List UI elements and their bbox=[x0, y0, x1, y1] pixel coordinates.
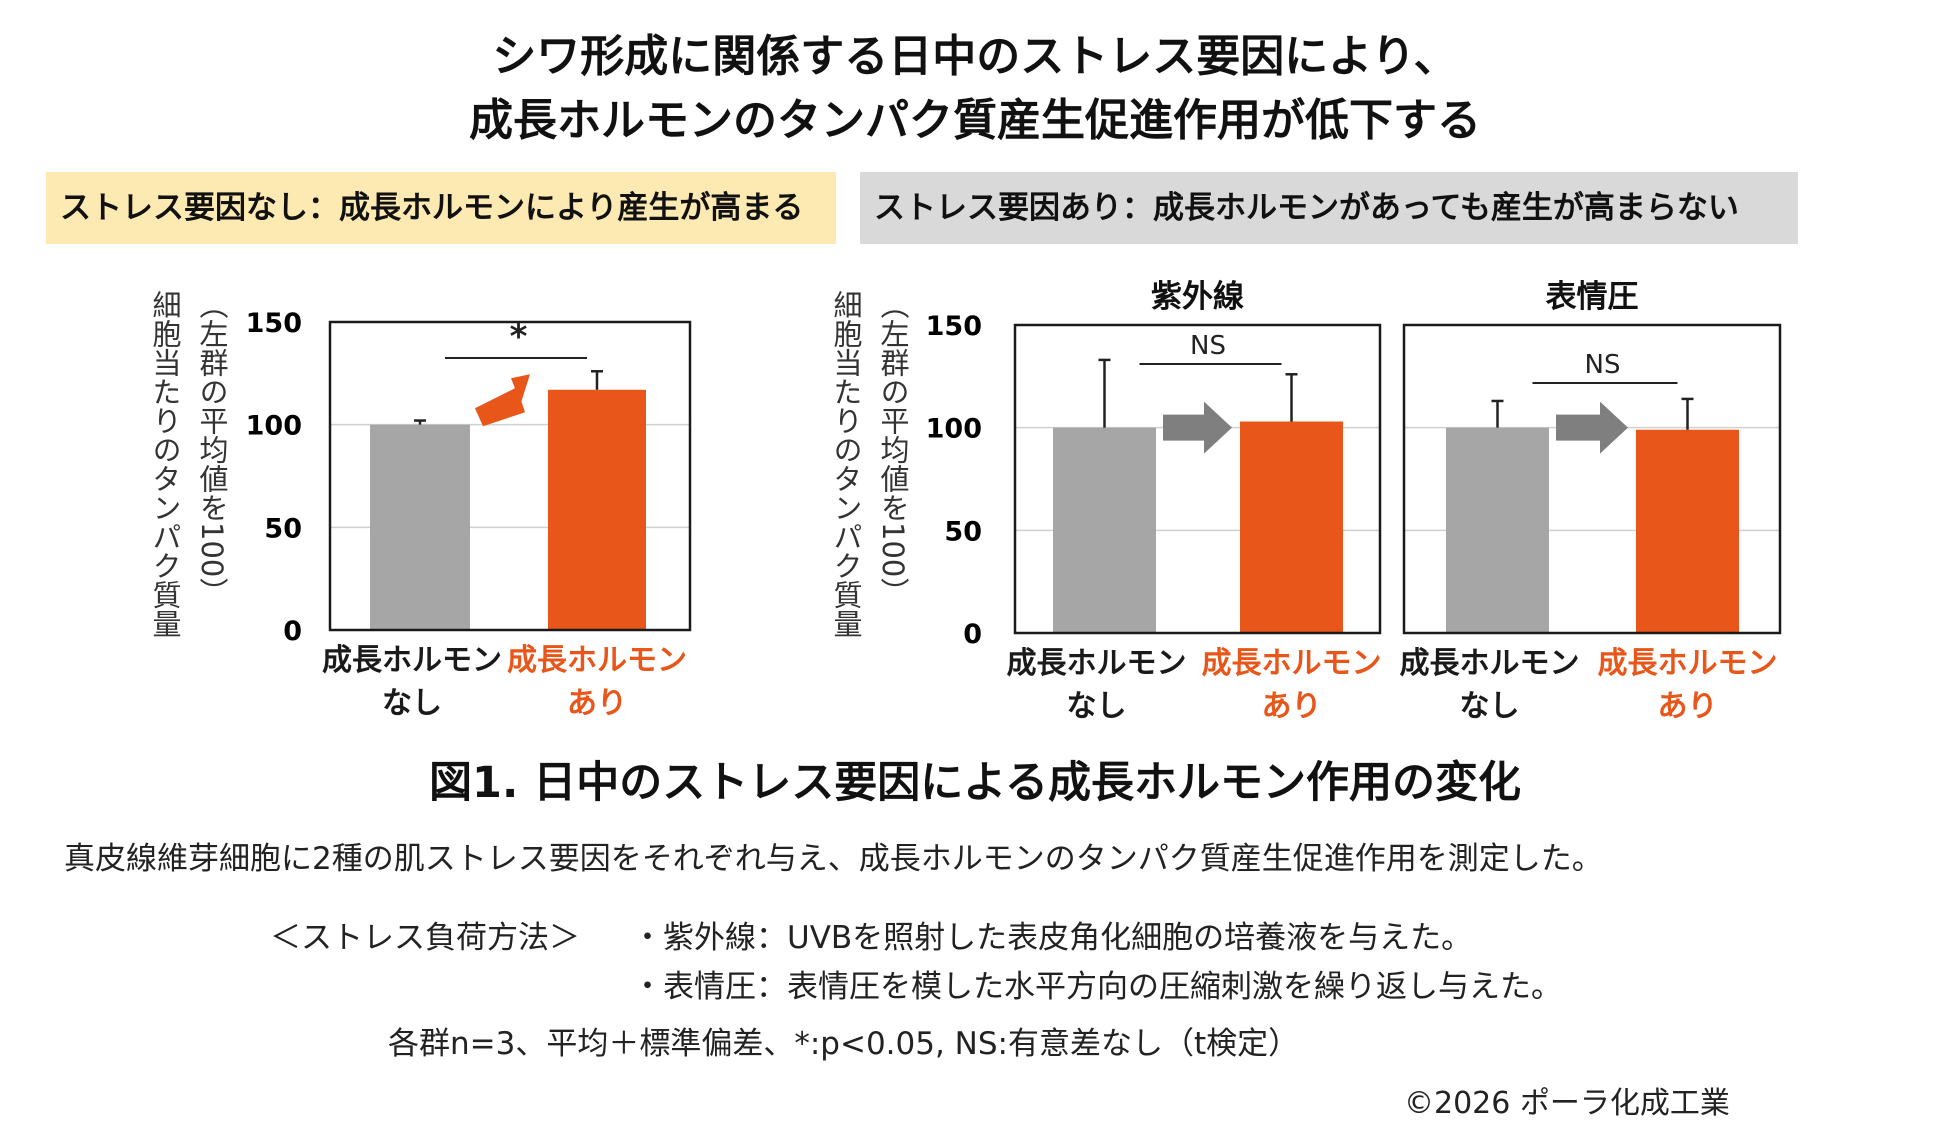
plot-frame bbox=[328, 320, 692, 632]
y-tick-label: 0 bbox=[963, 619, 982, 650]
y-axis-label: （左群の平均値を100） bbox=[876, 290, 910, 606]
description-text: 真皮線維芽細胞に2種の肌ストレス要因をそれぞれ与え、成長ホルモンのタンパク質産生… bbox=[64, 841, 1603, 877]
category-label: なし bbox=[382, 686, 442, 721]
chart-1: 0 50 100 150 細胞当たりのタンパク質量 （左群の平均値を100） * 成長ホルモン… bbox=[148, 290, 692, 721]
bar-control bbox=[370, 424, 470, 630]
category-label: 成長ホルモン bbox=[322, 643, 502, 678]
bar-charts: 0 50 100 150 細胞当たりのタンパク質量 （左群の平均値を100） * 成長ホルモン… bbox=[148, 279, 1782, 724]
plot-frame bbox=[1402, 323, 1782, 635]
category-label: なし bbox=[1067, 689, 1127, 724]
category-label: 成長ホルモン bbox=[1007, 646, 1187, 681]
category-label: あり bbox=[567, 686, 627, 721]
significance-label: * bbox=[510, 317, 528, 357]
y-tick-label: 50 bbox=[944, 516, 982, 547]
y-tick-label: 50 bbox=[264, 513, 302, 544]
bar-treated bbox=[1636, 429, 1739, 633]
bar-control bbox=[1053, 427, 1156, 633]
chart-2: 0 50 100 150 細胞当たりのタンパク質量 （左群の平均値を100） 紫外線 NS 成長… bbox=[829, 279, 1382, 724]
category-label: 成長ホルモン bbox=[1202, 646, 1382, 681]
stats-note: 各群n=3、平均＋標準偏差、*:p<0.05, NS:有意差なし（t検定） bbox=[388, 1026, 1300, 1062]
y-axis-label: 細胞当たりのタンパク質量 bbox=[829, 290, 863, 638]
category-label: あり bbox=[1262, 689, 1322, 724]
plot-frame bbox=[1013, 323, 1382, 635]
figure-caption: 図1. 日中のストレス要因による成長ホルモン作用の変化 bbox=[429, 758, 1521, 808]
y-tick-label: 100 bbox=[246, 411, 302, 442]
copyright-text: ©2026 ポーラ化成工業 bbox=[1404, 1086, 1730, 1121]
category-label: あり bbox=[1658, 689, 1718, 724]
method-item-pressure: ・表情圧：表情圧を模した水平方向の圧縮刺激を繰り返し与えた。 bbox=[632, 969, 1562, 1005]
category-label: なし bbox=[1460, 689, 1520, 724]
title-line-2: 成長ホルモンのタンパク質産生促進作用が低下する bbox=[469, 95, 1481, 146]
y-tick-label: 150 bbox=[246, 308, 302, 339]
bar-treated bbox=[548, 389, 646, 630]
category-label: 成長ホルモン bbox=[1400, 646, 1580, 681]
bar-control bbox=[1446, 427, 1549, 633]
significance-label: NS bbox=[1190, 331, 1226, 361]
y-axis-label: 細胞当たりのタンパク質量 bbox=[148, 290, 182, 638]
increase-arrow bbox=[475, 374, 530, 427]
no-change-arrow bbox=[1163, 401, 1232, 454]
method-item-uv: ・紫外線：UVBを照射した表皮角化細胞の培養液を与えた。 bbox=[632, 920, 1473, 956]
chart-title: 表情圧 bbox=[1546, 279, 1639, 315]
method-label: ＜ストレス負荷方法＞ bbox=[270, 920, 580, 956]
y-axis-label: （左群の平均値を100） bbox=[195, 290, 229, 606]
chart-title: 紫外線 bbox=[1151, 279, 1244, 315]
category-label: 成長ホルモン bbox=[507, 643, 687, 678]
bar-treated bbox=[1240, 421, 1343, 633]
no-change-arrow bbox=[1556, 401, 1628, 454]
significance-label: NS bbox=[1585, 350, 1621, 380]
y-tick-label: 150 bbox=[926, 311, 982, 342]
y-tick-label: 0 bbox=[283, 616, 302, 647]
no-stress-label: ストレス要因なし：成長ホルモンにより産生が高まる bbox=[46, 172, 836, 244]
stress-label: ストレス要因あり：成長ホルモンがあっても産生が高まらない bbox=[860, 172, 1798, 244]
y-tick-label: 100 bbox=[926, 414, 982, 445]
category-label: 成長ホルモン bbox=[1598, 646, 1778, 681]
title-line-1: シワ形成に関係する日中のストレス要因により、 bbox=[492, 31, 1458, 82]
